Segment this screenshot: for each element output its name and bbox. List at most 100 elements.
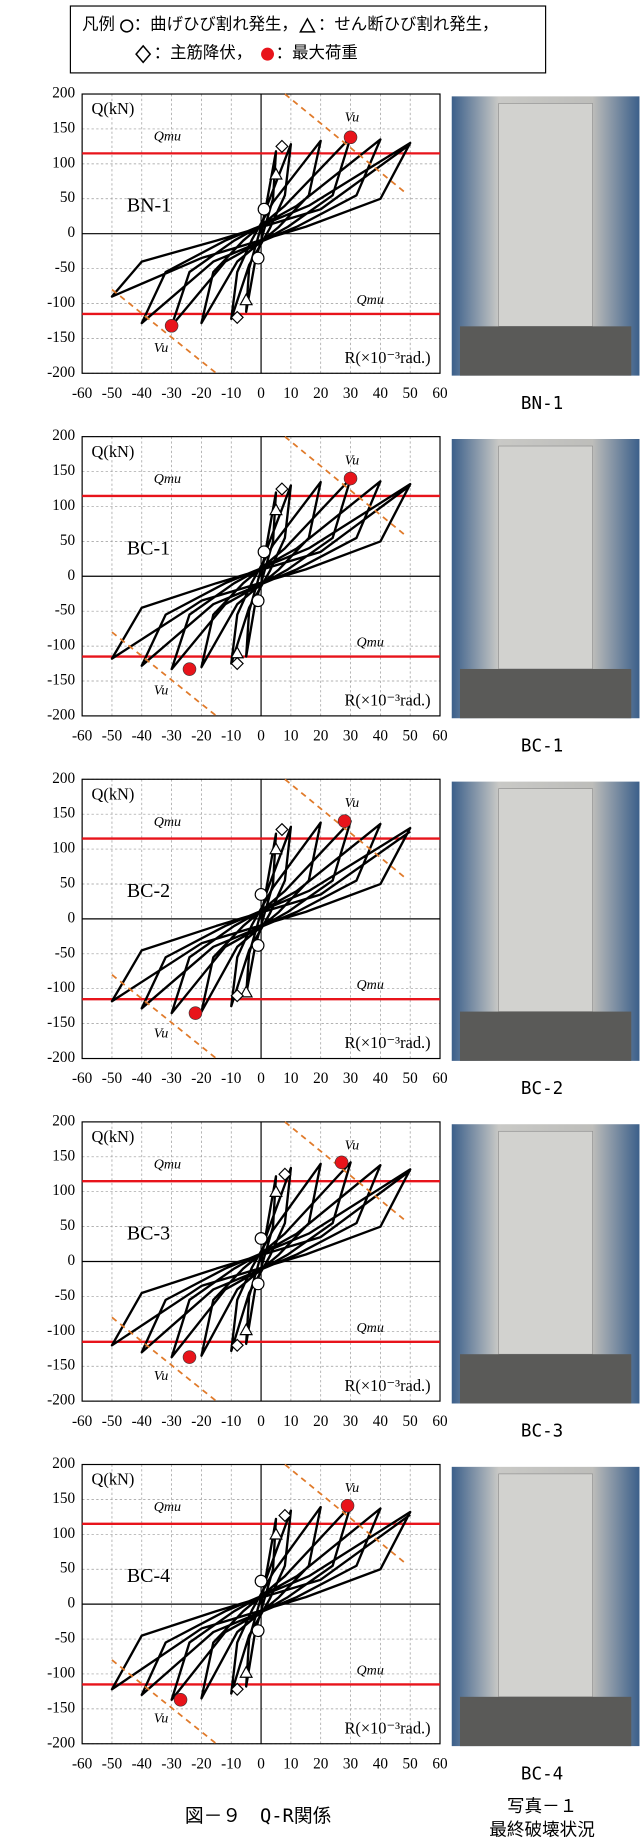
x-tick-label: -50 — [102, 385, 123, 402]
x-tick-label: 40 — [373, 385, 389, 402]
photo-specimen — [499, 1474, 593, 1697]
y-tick-label: 150 — [52, 1490, 75, 1507]
x-tick-label: -40 — [132, 385, 153, 402]
x-tick-label: -50 — [102, 1070, 123, 1087]
x-tick-label: -10 — [221, 385, 242, 402]
y-tick-label: -100 — [47, 637, 75, 654]
y-tick-label: 150 — [52, 1147, 75, 1164]
photo-specimen — [499, 1131, 593, 1354]
max-load-marker — [174, 1693, 187, 1706]
y-tick-label: -200 — [47, 1734, 75, 1751]
x-tick-label: -30 — [161, 1413, 182, 1430]
qmu-label: Qmu — [357, 1662, 384, 1678]
x-tick-label: 40 — [373, 728, 389, 745]
x-tick-label: -30 — [161, 1070, 182, 1087]
y-tick-label: 100 — [52, 497, 75, 514]
x-tick-label: -50 — [102, 728, 123, 745]
x-tick-label: 10 — [283, 1755, 299, 1772]
y-tick-label: 100 — [52, 840, 75, 857]
x-tick-label: 30 — [343, 728, 359, 745]
x-axis-label: R(×10⁻³rad.) — [344, 1376, 430, 1395]
specimen-label: BC-2 — [127, 880, 170, 902]
x-tick-label: -40 — [132, 1755, 153, 1772]
max-load-marker — [189, 1007, 202, 1020]
crack-marker — [255, 1233, 267, 1245]
x-tick-label: 40 — [373, 1413, 389, 1430]
x-tick-label: 30 — [343, 385, 359, 402]
x-tick-label: 0 — [257, 1070, 265, 1087]
photo-label: BN-1 — [521, 394, 563, 414]
x-tick-label: -10 — [221, 1413, 242, 1430]
photo-label: BC-2 — [521, 1079, 563, 1099]
x-tick-label: -50 — [102, 1413, 123, 1430]
x-tick-label: 50 — [403, 728, 419, 745]
x-tick-label: -10 — [221, 728, 242, 745]
x-tick-label: -10 — [221, 1070, 242, 1087]
y-tick-label: 150 — [52, 119, 75, 136]
x-tick-label: -50 — [102, 1755, 123, 1772]
vu-label: Vu — [345, 110, 360, 126]
x-tick-label: 20 — [313, 1755, 329, 1772]
crack-marker — [252, 1625, 264, 1637]
x-tick-label: -60 — [72, 385, 93, 402]
y-tick-label: -200 — [47, 1392, 75, 1409]
legend-title: 凡例 — [82, 15, 115, 34]
legend-symbol — [121, 20, 133, 32]
qmu-label: Qmu — [357, 977, 384, 993]
x-tick-label: -60 — [72, 728, 93, 745]
x-tick-label: -20 — [191, 1413, 212, 1430]
y-tick-label: 200 — [52, 1455, 75, 1472]
y-tick-label: -100 — [47, 1322, 75, 1339]
x-tick-label: -20 — [191, 1070, 212, 1087]
x-tick-label: 50 — [403, 1755, 419, 1772]
x-tick-label: 20 — [313, 728, 329, 745]
photo-specimen — [499, 446, 593, 669]
photo-base — [460, 1697, 631, 1746]
max-load-marker — [335, 1156, 348, 1169]
specimen-label: BC-4 — [127, 1565, 170, 1587]
qmu-label: Qmu — [357, 292, 384, 308]
qmu-label: Qmu — [154, 471, 181, 487]
y-tick-label: 100 — [52, 1182, 75, 1199]
crack-marker — [252, 252, 264, 264]
y-axis-label: Q(kN) — [92, 442, 135, 461]
max-load-marker — [344, 472, 357, 485]
x-tick-label: -30 — [161, 1755, 182, 1772]
vu-label: Vu — [154, 683, 169, 699]
specimen-label: BC-1 — [127, 537, 170, 559]
x-tick-label: 60 — [432, 385, 448, 402]
photo-specimen — [499, 103, 593, 326]
y-axis-label: Q(kN) — [92, 784, 135, 803]
vu-label: Vu — [345, 452, 360, 468]
y-tick-label: -150 — [47, 1699, 75, 1716]
y-tick-label: -200 — [47, 364, 75, 381]
y-tick-label: 0 — [67, 224, 75, 241]
crack-marker — [252, 940, 264, 952]
y-axis-label: Q(kN) — [92, 1470, 135, 1489]
max-load-marker — [338, 815, 351, 828]
x-tick-label: -30 — [161, 728, 182, 745]
x-tick-label: -20 — [191, 1755, 212, 1772]
legend-symbol — [261, 48, 274, 61]
y-tick-label: -150 — [47, 671, 75, 688]
x-tick-label: 50 — [403, 385, 419, 402]
x-tick-label: 30 — [343, 1413, 359, 1430]
x-tick-label: 50 — [403, 1070, 419, 1087]
y-tick-label: 50 — [60, 1217, 76, 1234]
max-load-marker — [183, 663, 196, 676]
crack-marker — [258, 546, 270, 558]
crack-marker — [258, 203, 270, 215]
photo-caption: 最終破壊状況 — [489, 1821, 595, 1841]
crack-marker — [255, 889, 267, 901]
photo-base — [460, 326, 631, 375]
y-tick-label: 0 — [67, 909, 75, 926]
x-tick-label: 60 — [432, 728, 448, 745]
photo-caption: 写真－１ — [507, 1797, 577, 1817]
legend-item: ：せん断ひび割れ発生， — [318, 15, 498, 34]
x-tick-label: -60 — [72, 1413, 93, 1430]
y-tick-label: -50 — [55, 602, 76, 619]
x-tick-label: 10 — [283, 728, 299, 745]
y-tick-label: -50 — [55, 1287, 76, 1304]
y-tick-label: 50 — [60, 532, 76, 549]
x-tick-label: -30 — [161, 385, 182, 402]
